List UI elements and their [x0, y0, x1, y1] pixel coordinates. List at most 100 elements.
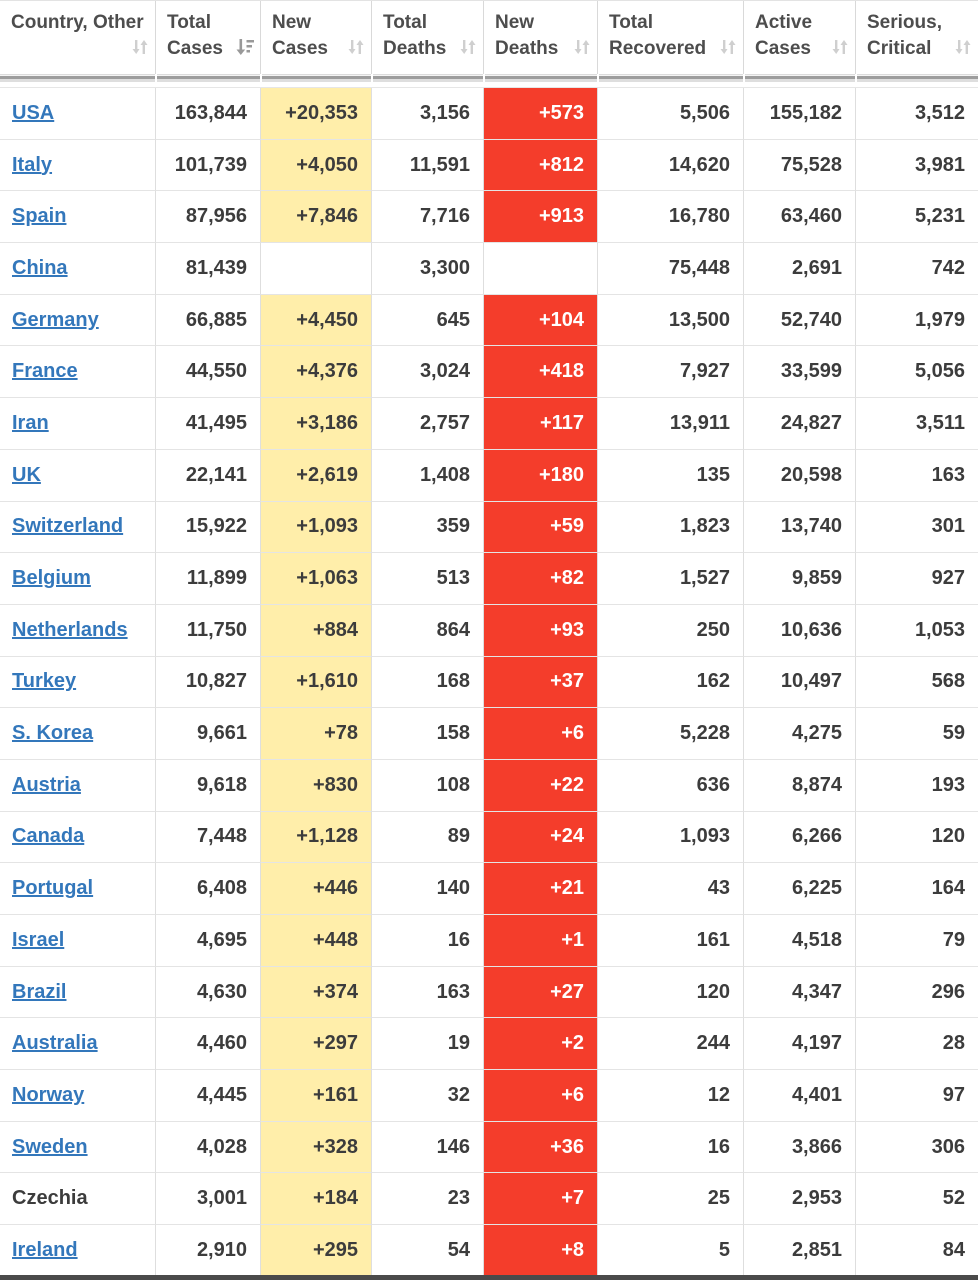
country-link[interactable]: Norway [0, 1070, 155, 1122]
cell-total-cases: 22,141 [155, 449, 260, 502]
cell-new-deaths: +104 [483, 294, 597, 347]
cell-serious-critical: 193 [855, 759, 978, 812]
country-link[interactable]: S. Korea [0, 708, 155, 760]
country-link[interactable]: Portugal [0, 863, 155, 915]
cell-total-deaths: 146 [371, 1121, 483, 1174]
cell-total-recovered: 14,620 [597, 139, 743, 192]
sort-desc-icon [235, 37, 255, 65]
column-header-serious-critical[interactable]: Serious, Critical [855, 1, 978, 74]
country-link[interactable]: Austria [0, 760, 155, 812]
cell-total-cases: 101,739 [155, 139, 260, 192]
cell-total-cases: 81,439 [155, 243, 260, 295]
column-header-total-cases[interactable]: Total Cases [155, 1, 260, 74]
table-row: Norway 4,445 +161 32 +6 12 4,401 97 [0, 1070, 978, 1122]
cell-active-cases: 155,182 [743, 88, 855, 140]
country-link[interactable]: Israel [0, 915, 155, 967]
column-header-total-recovered[interactable]: Total Recovered [597, 1, 743, 74]
cell-new-cases [260, 243, 371, 295]
cell-total-recovered: 250 [597, 604, 743, 657]
cell-serious-critical: 120 [855, 811, 978, 864]
cell-total-cases: 41,495 [155, 398, 260, 450]
cell-total-recovered: 5,228 [597, 708, 743, 760]
table-row: France 44,550 +4,376 3,024 +418 7,927 33… [0, 346, 978, 399]
cell-new-deaths: +93 [483, 604, 597, 657]
country-link[interactable]: Australia [0, 1018, 155, 1071]
column-header-country[interactable]: Country, Other [0, 1, 155, 74]
country-link[interactable]: Spain [0, 191, 155, 244]
country-link[interactable]: Switzerland [0, 502, 155, 554]
cell-active-cases: 75,528 [743, 139, 855, 192]
cell-total-recovered: 636 [597, 759, 743, 812]
cell-total-deaths: 89 [371, 811, 483, 864]
country-link[interactable]: Italy [0, 140, 155, 192]
table-row: Canada 7,448 +1,128 89 +24 1,093 6,266 1… [0, 811, 978, 864]
cell-serious-critical: 1,979 [855, 294, 978, 347]
cell-total-deaths: 3,024 [371, 346, 483, 399]
cell-new-deaths: +2 [483, 1018, 597, 1071]
cell-new-deaths: +37 [483, 656, 597, 709]
cell-total-recovered: 13,911 [597, 398, 743, 450]
column-header-label: New Deaths [495, 12, 559, 59]
cell-new-deaths: +6 [483, 708, 597, 760]
column-header-total-deaths[interactable]: Total Deaths [371, 1, 483, 74]
cell-total-cases: 4,695 [155, 915, 260, 967]
country-link[interactable]: UK [0, 450, 155, 502]
country-link[interactable]: Sweden [0, 1122, 155, 1174]
cell-serious-critical: 3,511 [855, 398, 978, 450]
country-link[interactable]: Canada [0, 812, 155, 864]
table-row: UK 22,141 +2,619 1,408 +180 135 20,598 1… [0, 449, 978, 502]
country-link[interactable]: China [0, 243, 155, 295]
cell-total-deaths: 7,716 [371, 191, 483, 244]
cell-total-cases: 87,956 [155, 191, 260, 244]
cell-active-cases: 10,636 [743, 604, 855, 657]
cell-active-cases: 8,874 [743, 759, 855, 812]
column-header-label: Total Deaths [383, 12, 447, 59]
country-link[interactable]: Belgium [0, 553, 155, 605]
cell-total-cases: 9,661 [155, 708, 260, 760]
cell-active-cases: 4,347 [743, 966, 855, 1019]
country-link[interactable]: Iran [0, 398, 155, 450]
cell-total-recovered: 120 [597, 966, 743, 1019]
country-link[interactable]: France [0, 346, 155, 399]
cell-total-deaths: 645 [371, 294, 483, 347]
cell-serious-critical: 5,056 [855, 346, 978, 399]
cell-total-recovered: 25 [597, 1173, 743, 1226]
table-row: Switzerland 15,922 +1,093 359 +59 1,823 … [0, 501, 978, 554]
cell-serious-critical: 84 [855, 1225, 978, 1277]
cell-total-deaths: 108 [371, 759, 483, 812]
country-link[interactable]: Germany [0, 295, 155, 347]
cell-new-cases: +4,450 [260, 294, 371, 347]
cell-total-deaths: 359 [371, 501, 483, 554]
cell-new-cases: +448 [260, 915, 371, 967]
column-header-active-cases[interactable]: Active Cases [743, 1, 855, 74]
cell-new-cases: +184 [260, 1173, 371, 1226]
cell-new-cases: +2,619 [260, 449, 371, 502]
country-link[interactable]: Ireland [0, 1225, 155, 1277]
cell-new-deaths: +59 [483, 501, 597, 554]
column-header-new-deaths[interactable]: New Deaths [483, 1, 597, 74]
country-link[interactable]: Brazil [0, 967, 155, 1019]
cell-new-cases: +1,063 [260, 553, 371, 605]
cell-total-recovered: 12 [597, 1070, 743, 1122]
cell-total-deaths: 23 [371, 1173, 483, 1226]
cell-serious-critical: 59 [855, 708, 978, 760]
table-row: Belgium 11,899 +1,063 513 +82 1,527 9,85… [0, 553, 978, 605]
cell-total-cases: 66,885 [155, 294, 260, 347]
header-separator [0, 74, 978, 82]
cell-new-deaths: +27 [483, 966, 597, 1019]
cell-total-deaths: 513 [371, 553, 483, 605]
cell-new-deaths: +24 [483, 811, 597, 864]
cell-total-cases: 15,922 [155, 501, 260, 554]
column-header-new-cases[interactable]: New Cases [260, 1, 371, 74]
country-link[interactable]: USA [0, 88, 155, 140]
cell-serious-critical: 164 [855, 863, 978, 915]
cell-active-cases: 63,460 [743, 191, 855, 244]
country-link[interactable]: Turkey [0, 657, 155, 709]
cell-active-cases: 6,266 [743, 811, 855, 864]
cell-new-deaths [483, 243, 597, 295]
cell-total-recovered: 5,506 [597, 88, 743, 140]
cell-active-cases: 2,851 [743, 1225, 855, 1277]
cell-new-deaths: +8 [483, 1225, 597, 1277]
country-link[interactable]: Netherlands [0, 605, 155, 657]
cell-active-cases: 6,225 [743, 863, 855, 915]
